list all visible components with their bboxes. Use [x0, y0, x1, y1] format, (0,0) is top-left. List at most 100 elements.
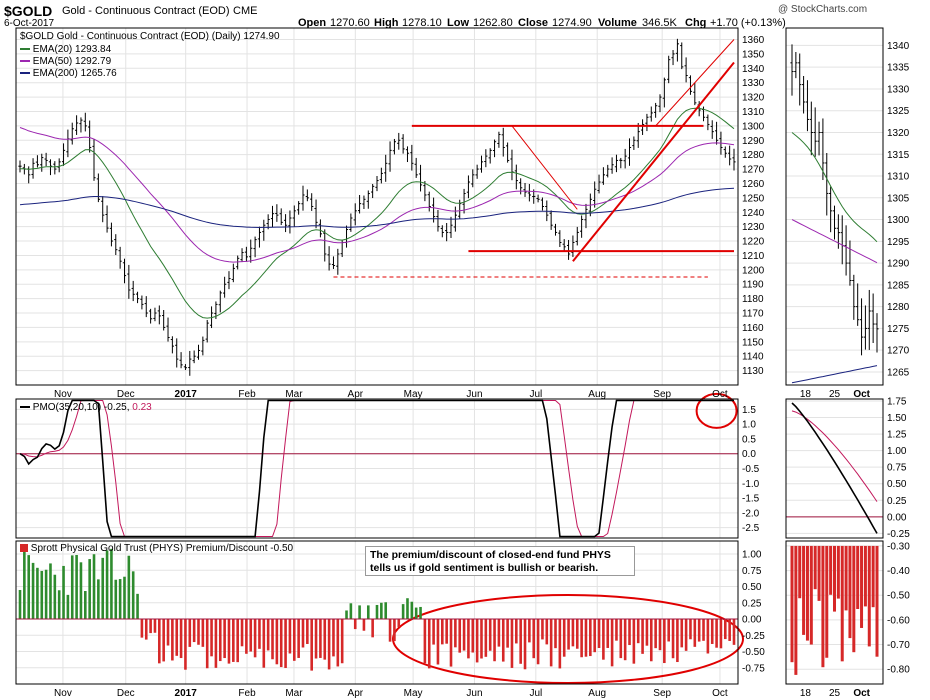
- phys-bar: [427, 619, 431, 669]
- zoom-phys-bar: [840, 545, 844, 662]
- price-y-tick: 1360: [742, 35, 765, 46]
- phys-bar: [144, 619, 148, 640]
- phys-bar: [541, 619, 544, 640]
- phys-bar: [475, 619, 479, 663]
- price-x-tick: Feb: [238, 389, 256, 400]
- phys-bar: [680, 619, 684, 648]
- zoom-pmo-y-tick: 0.75: [887, 463, 907, 474]
- phys-bar: [449, 619, 453, 667]
- low-label: Low: [447, 17, 469, 29]
- zoom-phys-bar: [833, 545, 836, 612]
- price-x-tick: Jul: [529, 389, 542, 400]
- price-y-tick: 1180: [742, 294, 764, 305]
- zoom-phys-bar: [875, 545, 879, 657]
- phys-x-tick: Apr: [348, 688, 364, 699]
- phys-bar: [693, 619, 697, 647]
- price-y-tick: 1150: [742, 337, 764, 348]
- phys-bar: [192, 619, 196, 643]
- phys-bar: [689, 619, 692, 640]
- zoom-phys-bar: [856, 545, 860, 610]
- zoom-y-tick: 1285: [887, 280, 910, 291]
- pmo-y-tick: 0.5: [742, 434, 756, 445]
- phys-bar: [467, 619, 470, 659]
- phys-bar: [519, 619, 522, 664]
- zoom-phys-bar: [871, 545, 875, 608]
- phys-bar: [288, 619, 292, 654]
- phys-y-tick: -0.75: [742, 663, 765, 674]
- zoom-pmo-y-tick: 1.75: [887, 396, 907, 407]
- zoom-phys-bar: [848, 545, 852, 639]
- phys-x-tick: May: [404, 688, 423, 699]
- volume-label: Volume: [598, 17, 637, 29]
- zoom-y-tick: 1270: [887, 346, 910, 357]
- phys-bar: [75, 554, 78, 619]
- phys-bar: [410, 601, 414, 619]
- phys-y-tick: 0.50: [742, 582, 762, 593]
- pmo-legend: PMO(35,20,10) -0.25, 0.23: [20, 402, 152, 413]
- zoom-y-tick: 1340: [887, 41, 910, 52]
- phys-bar: [175, 619, 179, 656]
- phys-bar: [528, 619, 531, 643]
- price-y-tick: 1190: [742, 280, 764, 291]
- phys-bar: [210, 619, 213, 657]
- chg-value: +1.70 (+0.13%): [710, 17, 786, 29]
- phys-bar: [406, 598, 409, 619]
- zoom-x-tick: 25: [829, 389, 841, 400]
- price-y-tick: 1300: [742, 121, 765, 132]
- phys-bar: [602, 619, 605, 660]
- price-y-tick: 1230: [742, 222, 765, 233]
- zoom-phys-bar: [821, 545, 825, 668]
- downtrend-line: [511, 125, 578, 210]
- phys-legend: Sprott Physical Gold Trust (PHYS) Premiu…: [20, 543, 293, 554]
- zoom-ema20-line: [791, 132, 878, 243]
- phys-bar: [266, 619, 270, 651]
- zoom-phys-bar: [794, 545, 798, 675]
- price-y-tick: 1330: [742, 78, 765, 89]
- phys-bar: [702, 619, 705, 641]
- zoom-phys-bar: [867, 545, 871, 647]
- phys-bar: [667, 619, 670, 642]
- zoom-x-tick: Oct: [853, 389, 870, 400]
- phys-bar: [562, 619, 566, 657]
- annotation-box: The premium/discount of closed-end fund …: [365, 546, 635, 576]
- phys-bar: [362, 619, 366, 631]
- phys-bar: [554, 619, 557, 649]
- zoom-phys-bar: [798, 545, 802, 599]
- uptrend-line: [572, 61, 735, 262]
- phys-bar: [488, 619, 492, 651]
- phys-bar: [97, 579, 100, 619]
- zoom-phys-x-tick: 18: [800, 688, 812, 699]
- price-y-tick: 1260: [742, 179, 765, 190]
- pmo-swatch: [20, 406, 30, 409]
- ema20-legend-text: EMA(20) 1293.84: [32, 44, 112, 55]
- ema20-legend: EMA(20) 1293.84: [20, 44, 111, 55]
- phys-bar: [271, 619, 274, 660]
- phys-bar: [441, 619, 444, 645]
- phys-bar: [118, 579, 122, 619]
- price-y-tick: 1140: [742, 352, 764, 363]
- zoom-phys-bar: [825, 545, 829, 658]
- price-y-tick: 1290: [742, 136, 765, 147]
- phys-bar: [732, 619, 736, 645]
- ema50-legend: EMA(50) 1292.79: [20, 56, 111, 67]
- price-x-tick: Nov: [54, 389, 72, 400]
- ema200-swatch: [20, 72, 30, 75]
- phys-y-tick: 0.00: [742, 615, 762, 626]
- phys-bar: [131, 571, 135, 619]
- pmo-signal-value: 0.23: [132, 402, 152, 413]
- phys-bar: [371, 619, 374, 638]
- phys-x-tick: Jun: [466, 688, 482, 699]
- zoom-y-tick: 1325: [887, 106, 910, 117]
- phys-bar: [723, 619, 727, 640]
- phys-bar: [610, 619, 614, 667]
- phys-bar: [23, 550, 26, 619]
- price-x-tick: Oct: [712, 389, 728, 400]
- phys-bar: [458, 619, 462, 653]
- upper-channel-line: [655, 39, 735, 127]
- panel-price: [16, 28, 738, 385]
- phys-bar: [658, 619, 662, 651]
- phys-bar: [684, 619, 688, 651]
- phys-bar: [436, 619, 440, 665]
- pmo-y-tick: 0.0: [742, 449, 756, 460]
- phys-bar: [236, 619, 239, 663]
